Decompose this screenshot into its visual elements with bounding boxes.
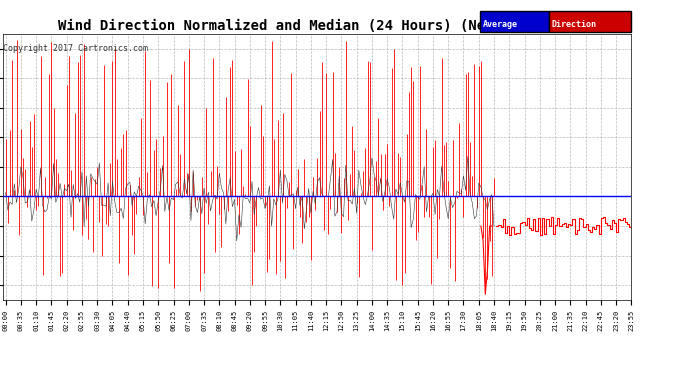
Text: Average: Average: [483, 20, 518, 29]
Title: Wind Direction Normalized and Median (24 Hours) (New) 20170901: Wind Direction Normalized and Median (24…: [58, 19, 577, 33]
Text: Direction: Direction: [552, 20, 597, 29]
Text: Copyright 2017 Cartronics.com: Copyright 2017 Cartronics.com: [3, 44, 148, 52]
